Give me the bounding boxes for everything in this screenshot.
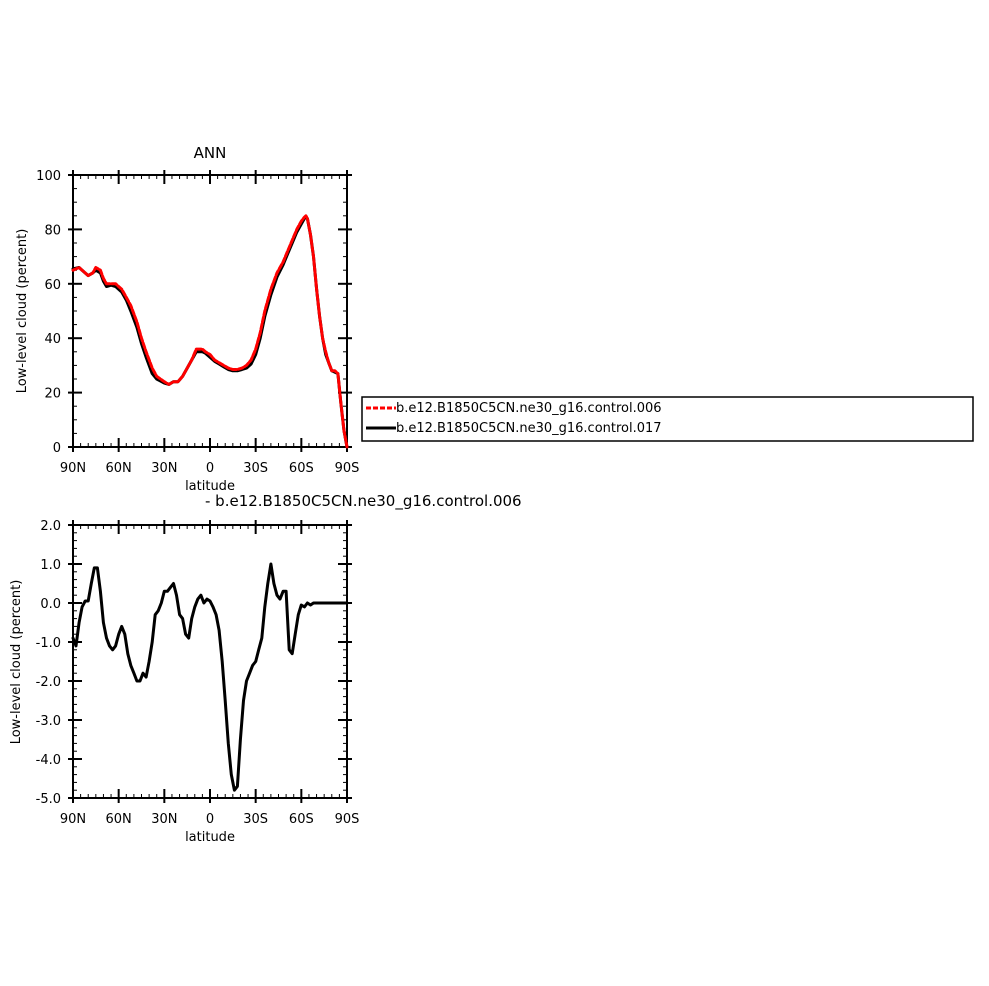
top-y-tick-label: 40: [44, 332, 61, 347]
top-y-tick-label: 80: [44, 223, 61, 238]
top-x-tick-label: 60S: [289, 461, 314, 476]
legend-label-017: b.e12.B1850C5CN.ne30_g16.control.017: [396, 421, 662, 436]
bot-x-tick-label: 0: [206, 812, 214, 827]
bottom-y-tick-labels: 2.0 1.0 0.0 -1.0 -2.0 -3.0 -4.0 -5.0: [36, 519, 61, 807]
top-x-tick-label: 0: [206, 461, 214, 476]
top-x-tick-label: 60N: [106, 461, 132, 476]
bot-y-tick-label: -1.0: [36, 636, 61, 651]
bot-x-tick-label: 30S: [243, 812, 268, 827]
top-series: [71, 214, 349, 449]
bot-x-tick-label: 60N: [106, 812, 132, 827]
bot-y-tick-label: -4.0: [36, 753, 61, 768]
top-x-tick-label: 30N: [151, 461, 177, 476]
top-y-tick-label: 20: [44, 387, 61, 402]
top-legend-box: [361, 396, 974, 442]
bot-y-tick-label: 0.0: [40, 597, 61, 612]
top-plot-area: [68, 170, 352, 452]
bottom-series: [71, 562, 349, 792]
top-x-axis-label: latitude: [185, 479, 235, 494]
bot-x-tick-label: 30N: [151, 812, 177, 827]
top-legend: b.e12.B1850C5CN.ne30_g16.control.006 b.e…: [361, 396, 974, 442]
bottom-y-axis-label: Low-level cloud (percent): [9, 580, 24, 745]
bottom-legend-label: - b.e12.B1850C5CN.ne30_g16.control.006: [205, 492, 522, 511]
top-x-tick-label: 90S: [335, 461, 360, 476]
bot-y-tick-label: 1.0: [40, 558, 61, 573]
top-x-tick-labels: 90N 60N 30N 0 30S 60S 90S: [60, 461, 360, 476]
bot-x-tick-label: 90S: [335, 812, 360, 827]
top-y-tick-labels: 0 20 40 60 80 100: [36, 169, 61, 456]
top-series-line-1: [71, 215, 349, 449]
top-series-line-0: [71, 214, 349, 449]
top-y-tick-label: 60: [44, 278, 61, 293]
legend-label-006: b.e12.B1850C5CN.ne30_g16.control.006: [396, 401, 662, 416]
bot-y-tick-label: -2.0: [36, 675, 61, 690]
top-x-tick-label: 30S: [243, 461, 268, 476]
top-y-tick-label: 0: [53, 441, 61, 456]
bot-series-line-0: [71, 562, 349, 792]
top-chart: ANN 90N 60N 30N 0 30S 60S 90S 0 20 40 60 80 100 lat…: [15, 144, 359, 494]
bottom-plot-area: [68, 520, 352, 803]
bottom-x-tick-labels: 90N 60N 30N 0 30S 60S 90S: [60, 812, 360, 827]
bot-y-tick-label: -3.0: [36, 714, 61, 729]
bottom-chart: - b.e12.B1850C5CN.ne30_g16.control.006 9…: [9, 492, 522, 845]
bot-x-tick-label: 90N: [60, 812, 86, 827]
bot-y-tick-label: 2.0: [40, 519, 61, 534]
top-ticks: [68, 170, 352, 452]
top-y-tick-label: 100: [36, 169, 61, 184]
top-x-tick-label: 90N: [60, 461, 86, 476]
bot-y-tick-label: -5.0: [36, 792, 61, 807]
bot-x-tick-label: 60S: [289, 812, 314, 827]
top-chart-title: ANN: [194, 144, 227, 162]
bottom-x-axis-label: latitude: [185, 830, 235, 845]
bottom-plot-frame: [72, 524, 348, 799]
bottom-ticks: [68, 520, 352, 803]
top-y-axis-label: Low-level cloud (percent): [15, 229, 30, 394]
